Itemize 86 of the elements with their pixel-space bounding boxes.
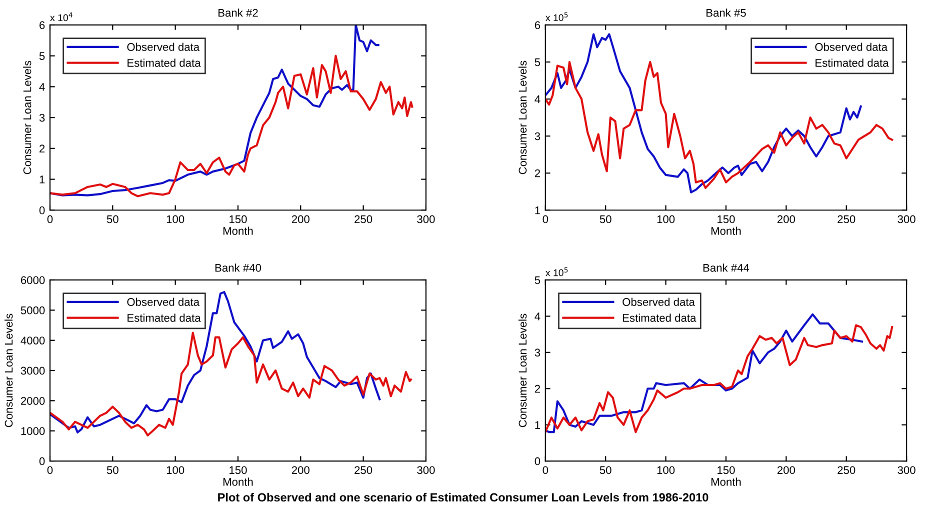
x-tick-label: 100 (166, 466, 184, 474)
y-tick-label: 3000 (20, 366, 45, 375)
y-tick-label: 6 (534, 21, 540, 30)
y-tick-label: 1 (535, 421, 540, 429)
x-tick-label: 0 (542, 215, 548, 224)
y-tick-label: 4000 (20, 336, 45, 344)
x-axis-title: Month (223, 226, 253, 235)
y-tick-label: 2 (40, 144, 45, 152)
legend-label: Observed data (622, 298, 695, 306)
line-series (50, 332, 412, 436)
y-tick-label: 6000 (20, 276, 45, 284)
x-tick-label: 100 (166, 215, 184, 224)
y-tick-label: 0 (534, 457, 540, 466)
chart-title: Bank #40 (215, 264, 262, 272)
legend-label: Estimated data (622, 314, 696, 322)
y-tick-label: 2 (534, 384, 540, 393)
x-tick-label: 250 (838, 215, 856, 224)
x-tick-label: 200 (292, 215, 310, 224)
x-tick-label: 50 (600, 215, 612, 224)
x-tick-label: 0 (47, 215, 53, 224)
x-tick-label: 50 (106, 215, 118, 224)
chart-title: Bank #5 (706, 8, 746, 17)
x-axis-title: Month (223, 478, 253, 486)
line-series (545, 60, 894, 189)
legend-label: Estimated data (128, 314, 201, 322)
line-series (50, 24, 380, 196)
y-tick-label: 3 (534, 132, 540, 140)
y-axis-title: Consumer Loan Levels (4, 314, 13, 428)
x-tick-label: 0 (47, 466, 53, 474)
x-tick-label: 150 (230, 215, 247, 224)
y-tick-label: 5000 (20, 306, 45, 314)
line-series (545, 33, 862, 194)
legend-label: Observed data (127, 298, 200, 306)
line-series (50, 291, 381, 434)
text: x 10$^{5}$ (546, 12, 568, 22)
x-tick-label: 250 (838, 466, 856, 474)
text: x 10$^{4}$ (50, 12, 72, 22)
y-tick-label: 5 (534, 58, 540, 66)
x-tick-label: 50 (600, 466, 612, 474)
x-tick-label: 150 (718, 215, 735, 224)
x-axis-title: Month (711, 478, 741, 486)
x-tick-label: 250 (354, 466, 372, 474)
x-tick-label: 100 (657, 466, 675, 474)
text: x 10$^{5}$ (546, 267, 568, 276)
y-tick-label: 5 (39, 52, 45, 60)
y-tick-label: 3 (534, 348, 540, 357)
text: Plot of Observed and one scenario of Estimated Consumer Loan Levels from 1986-2010 (218, 492, 708, 502)
x-tick-label: 300 (898, 215, 916, 224)
y-axis-title: Consumer Loan Levels (518, 60, 527, 174)
y-tick-label: 0 (39, 457, 45, 466)
legend-label: Observed data (127, 42, 200, 51)
line-series (545, 324, 894, 434)
y-tick-label: 4 (534, 312, 540, 320)
y-tick-label: 6 (40, 21, 45, 30)
y-tick-label: 1 (535, 206, 540, 214)
y-tick-label: 5 (534, 276, 540, 284)
y-tick-label: 1 (40, 176, 45, 184)
y-tick-label: 4 (534, 95, 540, 104)
y-tick-label: 4 (39, 83, 45, 91)
y-axis-title: Consumer Loan Levels (518, 314, 527, 428)
line-series (50, 54, 414, 198)
x-tick-label: 300 (898, 466, 916, 474)
y-tick-label: 0 (39, 206, 45, 214)
x-axis-title: Month (711, 226, 741, 235)
x-tick-label: 200 (777, 215, 796, 224)
x-tick-label: 250 (354, 215, 372, 224)
chart-title: Bank #2 (218, 8, 258, 17)
legend-label: Observed data (815, 42, 888, 51)
y-tick-label: 2 (534, 169, 540, 178)
x-tick-label: 100 (657, 215, 675, 224)
x-tick-label: 300 (417, 466, 435, 474)
chart-title: Bank #44 (703, 264, 750, 272)
legend-label: Estimated data (816, 58, 889, 67)
line-series (545, 313, 864, 434)
x-tick-label: 200 (292, 466, 310, 474)
x-tick-label: 0 (542, 466, 548, 474)
y-tick-label: 3 (39, 114, 45, 122)
x-tick-label: 200 (777, 466, 796, 474)
y-tick-label: 2000 (20, 396, 45, 405)
x-tick-label: 50 (106, 466, 118, 474)
x-tick-label: 300 (417, 215, 435, 224)
y-tick-label: 1000 (21, 427, 45, 435)
legend-label: Estimated data (128, 58, 201, 67)
y-axis-title: Consumer Loan Levels (23, 60, 32, 174)
x-tick-label: 150 (718, 466, 735, 474)
x-tick-label: 150 (230, 466, 247, 474)
